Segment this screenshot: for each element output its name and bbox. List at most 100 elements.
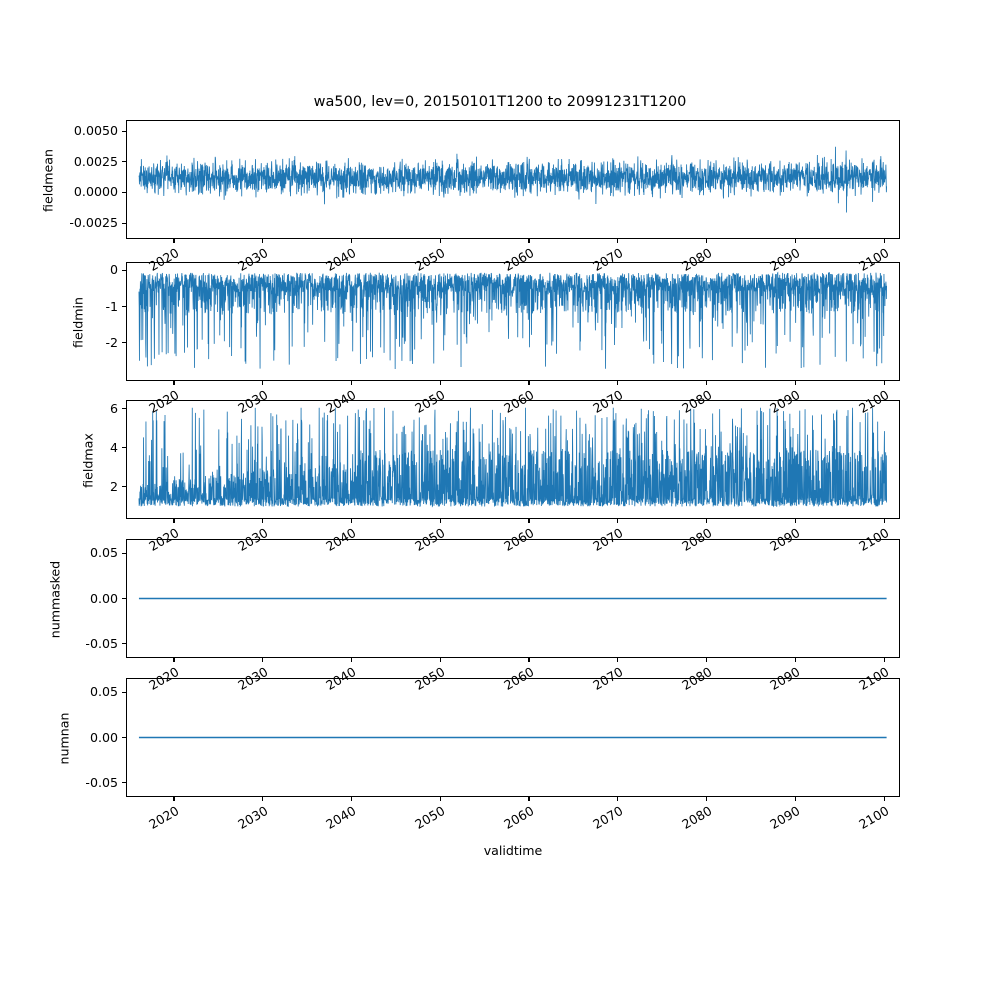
ytick-mark-fieldmax-2 [122, 486, 126, 488]
xtick-mark-nummasked-3 [439, 658, 441, 662]
xtick-mark-fieldmin-3 [439, 381, 441, 385]
xtick-mark-fieldmax-2 [350, 519, 353, 523]
xtick-mark-fieldmax-0 [173, 519, 175, 523]
xtick-mark-fieldmean-1 [262, 239, 264, 243]
xtick-mark-nummasked-8 [883, 658, 885, 662]
xtick-mark-nummasked-7 [794, 658, 796, 662]
ytick-label-fieldmean-3: -0.0025 [69, 215, 118, 231]
xtick-mark-fieldmax-7 [794, 519, 796, 523]
fieldmean-plot-area [127, 121, 899, 238]
xtick-mark-numnan-5 [617, 797, 619, 801]
fieldmean-line [139, 147, 887, 213]
xtick-label-numnan-8: 2100 [856, 803, 892, 833]
ytick-mark-nummasked-2 [122, 643, 126, 645]
xtick-mark-numnan-8 [883, 797, 885, 801]
ytick-mark-fieldmax-1 [122, 447, 126, 449]
xtick-mark-fieldmax-1 [262, 519, 264, 523]
xtick-mark-numnan-3 [439, 797, 441, 801]
xtick-mark-nummasked-5 [617, 658, 619, 662]
fieldmin-line [139, 273, 887, 369]
ytick-label-nummasked-2: -0.05 [85, 635, 118, 651]
xtick-mark-fieldmean-2 [350, 239, 353, 243]
ytick-mark-numnan-0 [122, 691, 126, 694]
figure-title: wa500, lev=0, 20150101T1200 to 20991231T… [313, 94, 687, 110]
xtick-label-numnan-2: 2040 [323, 803, 359, 833]
xtick-label-numnan-3: 2050 [412, 803, 448, 833]
ytick-mark-numnan-2 [122, 782, 126, 784]
xtick-mark-nummasked-1 [262, 658, 264, 662]
xtick-label-numnan-6: 2080 [678, 803, 714, 833]
xtick-mark-numnan-1 [262, 797, 264, 801]
ytick-label-fieldmax-0: 6 [109, 400, 118, 416]
xtick-label-numnan-7: 2090 [767, 803, 803, 833]
ytick-label-nummasked-0: 0.05 [89, 545, 118, 561]
ytick-mark-numnan-1 [122, 737, 126, 739]
xtick-mark-fieldmax-4 [528, 519, 530, 523]
ytick-label-numnan-0: 0.05 [89, 684, 118, 700]
xtick-label-numnan-1: 2030 [234, 803, 271, 833]
ytick-mark-fieldmax-0 [122, 408, 126, 410]
ytick-mark-fieldmin-0 [122, 269, 126, 271]
xtick-mark-fieldmax-8 [883, 519, 885, 523]
ytick-label-fieldmean-0: 0.0050 [73, 123, 118, 139]
ytick-mark-fieldmean-3 [122, 222, 126, 224]
ytick-label-numnan-2: -0.05 [85, 774, 118, 790]
ylabel-fieldmin: fieldmin [70, 297, 86, 348]
subplot-fieldmean [126, 120, 900, 239]
numnan-plot-area [127, 679, 899, 796]
fieldmax-plot-area [127, 401, 899, 518]
ytick-mark-nummasked-0 [122, 552, 126, 555]
ylabel-fieldmax: fieldmax [80, 433, 96, 488]
xtick-mark-fieldmin-7 [794, 381, 796, 385]
ytick-mark-fieldmin-1 [122, 306, 126, 308]
xtick-mark-numnan-0 [173, 797, 175, 801]
ytick-label-fieldmax-2: 2 [109, 478, 118, 494]
xtick-mark-nummasked-4 [528, 658, 530, 662]
xtick-mark-fieldmax-3 [439, 519, 441, 523]
xlabel-validtime: validtime [483, 843, 543, 858]
xtick-mark-numnan-2 [350, 797, 353, 801]
ytick-mark-nummasked-1 [122, 598, 126, 600]
ytick-label-fieldmin-0: 0 [109, 262, 118, 278]
xtick-mark-nummasked-6 [706, 658, 708, 662]
ytick-label-fieldmean-2: 0.0000 [73, 184, 118, 200]
ytick-label-fieldmin-2: -2 [105, 334, 118, 350]
xtick-mark-fieldmean-3 [439, 239, 441, 243]
xtick-mark-numnan-7 [794, 797, 796, 801]
ytick-label-nummasked-1: 0.00 [89, 590, 118, 606]
ytick-label-fieldmean-1: 0.0025 [73, 153, 118, 169]
xtick-mark-fieldmean-7 [794, 239, 796, 243]
xtick-mark-fieldmax-5 [617, 519, 619, 523]
nummasked-plot-area [127, 540, 899, 657]
xtick-label-numnan-0: 2020 [146, 803, 182, 833]
xtick-mark-fieldmean-0 [173, 239, 175, 243]
xtick-mark-fieldmin-1 [262, 381, 264, 385]
xtick-mark-fieldmin-5 [617, 381, 619, 385]
ytick-label-numnan-1: 0.00 [89, 729, 118, 745]
subplot-fieldmax [126, 400, 900, 519]
xtick-mark-numnan-6 [706, 797, 708, 801]
ytick-mark-fieldmean-1 [122, 161, 126, 163]
xtick-label-numnan-5: 2070 [589, 803, 626, 833]
xtick-mark-numnan-4 [528, 797, 530, 801]
ytick-label-fieldmin-1: -1 [105, 298, 118, 314]
xtick-mark-fieldmax-6 [706, 519, 708, 523]
ytick-mark-fieldmin-2 [122, 342, 126, 344]
ytick-mark-fieldmean-2 [122, 191, 126, 193]
xtick-mark-nummasked-2 [350, 658, 353, 662]
subplot-fieldmin [126, 262, 900, 381]
xtick-mark-fieldmin-6 [706, 381, 708, 385]
xtick-mark-fieldmin-0 [173, 381, 175, 385]
fieldmax-line [139, 408, 887, 507]
xtick-mark-fieldmin-8 [883, 381, 885, 385]
fieldmin-plot-area [127, 263, 899, 380]
xtick-label-numnan-4: 2060 [501, 803, 537, 833]
subplot-nummasked [126, 539, 900, 658]
xtick-mark-fieldmin-2 [350, 381, 353, 385]
xtick-mark-fieldmean-5 [617, 239, 619, 243]
xtick-mark-fieldmean-4 [528, 239, 530, 243]
xtick-mark-fieldmin-4 [528, 381, 530, 385]
xtick-mark-fieldmean-6 [706, 239, 708, 243]
subplot-numnan [126, 678, 900, 797]
